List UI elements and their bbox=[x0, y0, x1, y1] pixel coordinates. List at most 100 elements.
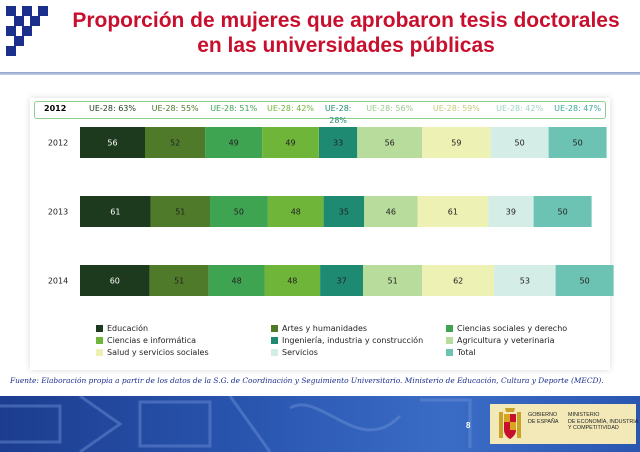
bar-2014-series-5 bbox=[363, 265, 423, 296]
data-label-2013-series-2: 50 bbox=[234, 208, 244, 217]
bar-2014-series-2 bbox=[208, 265, 265, 296]
legend-item-0: Educación bbox=[96, 324, 148, 334]
eu-value-5: UE-28: 56% bbox=[366, 104, 414, 113]
category-label-2013: 2013 bbox=[48, 208, 68, 217]
eu-value-4: UE-28: 28% bbox=[324, 104, 352, 125]
legend-item-2: Ciencias sociales y derecho bbox=[446, 324, 567, 334]
data-label-2014-series-1: 51 bbox=[174, 277, 184, 286]
bar-2012-series-7 bbox=[490, 127, 549, 158]
legend-item-6: Salud y servicios sociales bbox=[96, 348, 209, 358]
legend-swatch-1 bbox=[271, 325, 278, 332]
legend-item-4: Ingeniería, industria y construcción bbox=[271, 336, 423, 346]
legend-label-3: Ciencias e informática bbox=[107, 336, 197, 345]
eu-value-2: UE-28: 51% bbox=[210, 104, 258, 113]
data-label-2014-series-4: 37 bbox=[337, 277, 347, 286]
data-label-2012-series-4: 33 bbox=[333, 139, 343, 148]
category-label-2012: 2012 bbox=[48, 139, 68, 148]
data-label-2014-series-8: 50 bbox=[580, 277, 590, 286]
data-label-2013-series-4: 35 bbox=[339, 208, 349, 217]
bar-2012-series-1 bbox=[145, 127, 206, 158]
legend-swatch-6 bbox=[96, 349, 103, 356]
bar-2013-series-7 bbox=[488, 196, 534, 227]
bar-2013-series-8 bbox=[533, 196, 592, 227]
data-label-2013-series-7: 39 bbox=[506, 208, 516, 217]
eu-value-7: UE-28: 42% bbox=[496, 104, 544, 113]
legend-swatch-8 bbox=[446, 349, 453, 356]
data-label-2013-series-0: 61 bbox=[110, 208, 120, 217]
legend-item-1: Artes y humanidades bbox=[271, 324, 367, 334]
spanish-crest-icon bbox=[499, 408, 521, 439]
gov-label: GOBIERNO DE ESPAÑA bbox=[528, 412, 559, 425]
legend-label-1: Artes y humanidades bbox=[282, 324, 368, 333]
bar-2012-series-8 bbox=[548, 127, 607, 158]
bar-2012-series-0 bbox=[80, 127, 145, 158]
legend-label-4: Ingeniería, industria y construcción bbox=[282, 336, 424, 345]
bar-2013-series-0 bbox=[80, 196, 151, 227]
bar-2012-series-2 bbox=[205, 127, 263, 158]
data-label-2013-series-8: 50 bbox=[558, 208, 568, 217]
ministry-label: MINISTERIO DE ECONOMÍA, INDUSTRIA Y COMP… bbox=[568, 412, 639, 431]
title-divider bbox=[0, 72, 640, 75]
bar-2013-series-1 bbox=[150, 196, 210, 227]
data-label-2012-series-8: 50 bbox=[573, 139, 583, 148]
bar-2013-series-5 bbox=[364, 196, 418, 227]
page-number: 8 bbox=[466, 421, 471, 430]
category-label-2014: 2014 bbox=[48, 277, 68, 286]
bar-2013-series-3 bbox=[267, 196, 324, 227]
bar-2014-series-3 bbox=[264, 265, 321, 296]
legend-swatch-0 bbox=[96, 325, 103, 332]
data-label-2012-series-5: 56 bbox=[385, 139, 395, 148]
data-label-2013-series-3: 48 bbox=[291, 208, 301, 217]
bar-2013-series-6 bbox=[417, 196, 489, 227]
data-label-2014-series-7: 53 bbox=[520, 277, 530, 286]
page-title: Proporción de mujeres que aprobaron tesi… bbox=[72, 9, 620, 57]
data-label-2012-series-0: 56 bbox=[107, 139, 117, 148]
bar-2014-series-6 bbox=[422, 265, 495, 296]
data-label-2014-series-3: 48 bbox=[287, 277, 297, 286]
eu-value-0: UE-28: 63% bbox=[89, 104, 136, 113]
bar-2013-series-4 bbox=[323, 196, 365, 227]
bar-2012-series-4 bbox=[319, 127, 358, 158]
eu-reference-year: 2012 bbox=[44, 104, 67, 113]
bar-2014-series-7 bbox=[494, 265, 556, 296]
legend-swatch-3 bbox=[96, 337, 103, 344]
data-label-2014-series-0: 60 bbox=[110, 277, 120, 286]
source-note: Fuente: Elaboración propia a partir de l… bbox=[10, 376, 604, 385]
bar-2013-series-2 bbox=[209, 196, 268, 227]
legend-swatch-5 bbox=[446, 337, 453, 344]
data-label-2014-series-2: 48 bbox=[232, 277, 242, 286]
legend-label-2: Ciencias sociales y derecho bbox=[457, 324, 568, 333]
data-label-2014-series-5: 51 bbox=[388, 277, 398, 286]
bar-2012-series-6 bbox=[422, 127, 491, 158]
bar-2012-series-3 bbox=[262, 127, 319, 158]
data-label-2012-series-7: 50 bbox=[515, 139, 525, 148]
legend-swatch-2 bbox=[446, 325, 453, 332]
legend-item-3: Ciencias e informática bbox=[96, 336, 196, 346]
data-label-2013-series-5: 46 bbox=[386, 208, 396, 217]
data-label-2012-series-3: 49 bbox=[285, 139, 295, 148]
legend-label-7: Servicios bbox=[282, 348, 318, 357]
eu-reference-band bbox=[34, 101, 606, 119]
eu-value-8: UE-28: 47% bbox=[554, 104, 602, 113]
data-label-2013-series-1: 51 bbox=[175, 208, 185, 217]
eu-value-6: UE-28: 59% bbox=[432, 104, 480, 113]
data-label-2012-series-2: 49 bbox=[229, 139, 239, 148]
bar-2014-series-4 bbox=[320, 265, 363, 296]
bar-2014-series-8 bbox=[555, 265, 614, 296]
eu-value-3: UE-28: 42% bbox=[266, 104, 314, 113]
legend-item-7: Servicios bbox=[271, 348, 318, 358]
bar-2014-series-1 bbox=[149, 265, 209, 296]
footer-pattern bbox=[0, 396, 472, 452]
legend-label-8: Total bbox=[457, 348, 476, 357]
bar-2012-series-5 bbox=[357, 127, 423, 158]
data-label-2012-series-6: 59 bbox=[451, 139, 461, 148]
data-label-2013-series-6: 61 bbox=[448, 208, 458, 217]
legend-item-5: Agricultura y veterinaria bbox=[446, 336, 555, 346]
bar-2014-series-0 bbox=[80, 265, 150, 296]
legend-swatch-7 bbox=[271, 349, 278, 356]
eu-value-1: UE-28: 55% bbox=[151, 104, 199, 113]
legend-label-0: Educación bbox=[107, 324, 149, 333]
legend-swatch-4 bbox=[271, 337, 278, 344]
legend-label-6: Salud y servicios sociales bbox=[107, 348, 209, 357]
